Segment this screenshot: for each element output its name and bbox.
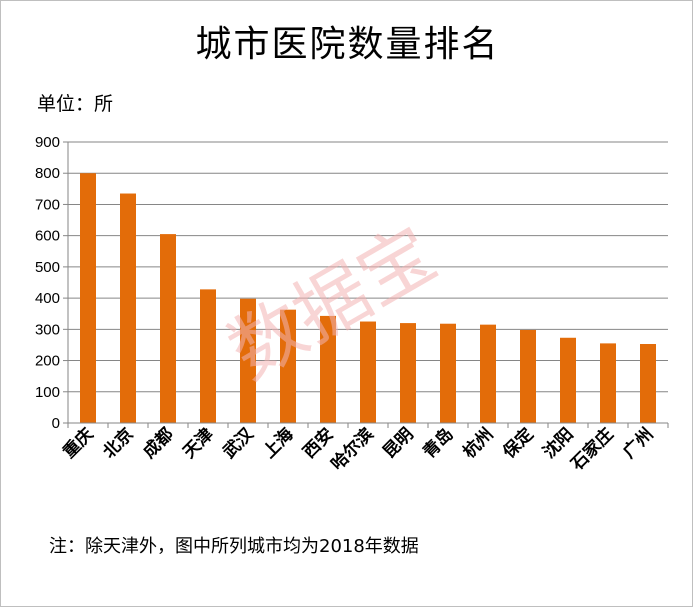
bar <box>400 323 416 423</box>
x-tick-label: 保定 <box>498 424 538 464</box>
bar <box>360 321 376 423</box>
x-tick-label: 重庆 <box>59 424 98 463</box>
bar <box>160 234 176 423</box>
x-tick-label: 天津 <box>179 424 218 463</box>
y-tick-label: 900 <box>35 134 60 151</box>
bars <box>80 173 656 423</box>
y-axis: 0 100 200 300 400 500 600 700 800 900 <box>35 134 68 432</box>
bar <box>200 289 216 423</box>
x-tick-label: 杭州 <box>459 424 498 463</box>
x-tick-label: 青岛 <box>419 424 458 463</box>
bar <box>520 329 536 423</box>
bar <box>480 324 496 423</box>
bar <box>120 193 136 423</box>
x-tick-label: 广州 <box>619 424 658 463</box>
footnote: 注：除天津外，图中所列城市均为2018年数据 <box>49 536 419 557</box>
bar <box>600 343 616 423</box>
bar <box>640 344 656 423</box>
y-tick-label: 200 <box>35 353 60 370</box>
bar <box>80 173 96 423</box>
x-tick-label: 昆明 <box>379 424 417 462</box>
bar <box>440 323 456 423</box>
x-tick-label: 石家庄 <box>566 424 618 476</box>
unit-label: 单位：所 <box>37 93 114 115</box>
x-tick-label: 哈尔滨 <box>327 424 378 475</box>
y-tick-label: 400 <box>35 290 60 307</box>
bar <box>280 309 296 423</box>
chart-title: 城市医院数量排名 <box>195 24 500 65</box>
x-tick-label: 武汉 <box>219 423 259 463</box>
bar <box>240 298 256 423</box>
x-tick-label: 上海 <box>259 424 298 463</box>
y-tick-label: 0 <box>52 415 60 432</box>
x-tick-label: 北京 <box>99 424 138 463</box>
bar <box>560 337 576 423</box>
y-tick-label: 700 <box>35 196 60 213</box>
y-tick-label: 100 <box>35 384 60 401</box>
x-tick-label: 成都 <box>139 424 178 463</box>
y-tick-label: 600 <box>35 228 60 245</box>
y-tick-label: 500 <box>35 259 60 276</box>
bar <box>320 315 336 423</box>
y-tick-label: 800 <box>35 165 60 182</box>
y-tick-label: 300 <box>35 321 60 338</box>
